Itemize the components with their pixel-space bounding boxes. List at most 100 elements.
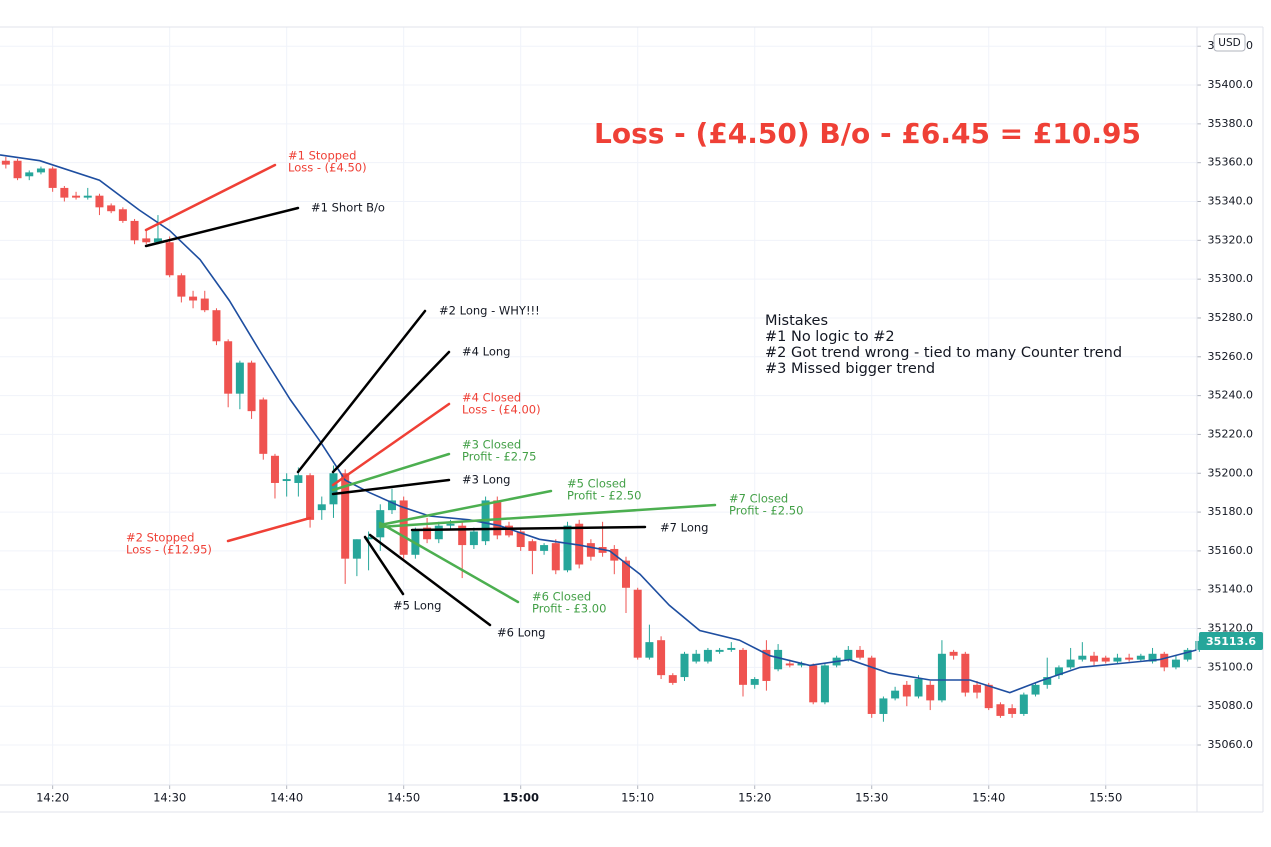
annotation-line — [296, 309, 427, 474]
annotation: Loss - (£4.50) — [288, 161, 367, 175]
candle-body — [703, 649, 712, 662]
annotation: #1 Stopped — [288, 149, 356, 163]
candle-body — [739, 649, 748, 685]
annotation-line — [144, 163, 277, 232]
candle-body — [1031, 684, 1040, 695]
candle-body — [692, 653, 701, 662]
overlay: 35113.6 USD — [1199, 33, 1263, 650]
candle-body — [177, 275, 186, 297]
candle-body — [270, 455, 279, 483]
candle-body — [540, 545, 549, 551]
candle-body — [762, 649, 771, 681]
annotation: Profit - £2.75 — [462, 450, 536, 464]
candle-body — [1113, 657, 1122, 662]
candle-body — [189, 296, 198, 301]
candle-body — [200, 298, 209, 311]
candle-body — [1101, 657, 1110, 662]
x-tick-label: 15:50 — [1089, 791, 1122, 805]
annotation-line — [331, 350, 451, 474]
candle-body — [961, 653, 970, 693]
annotation: Profit - £3.00 — [532, 602, 606, 616]
candle-body — [118, 209, 127, 221]
y-tick-label: 35100.0 — [1208, 660, 1254, 673]
y-tick-label: 35260.0 — [1208, 350, 1254, 363]
annotation-line — [368, 533, 492, 627]
candle-body — [774, 649, 783, 670]
moving-average — [0, 154, 1198, 694]
candle-body — [282, 479, 291, 482]
annotation: Loss - (£12.95) — [126, 543, 212, 557]
annotation-line — [378, 521, 520, 604]
x-tick-label: 15:00 — [502, 791, 539, 805]
notes-line: #3 Missed bigger trend — [765, 361, 935, 377]
candle-body — [60, 187, 69, 198]
y-tick-label: 35080.0 — [1208, 699, 1254, 712]
candle-body — [984, 684, 993, 709]
candle-body — [727, 647, 736, 650]
y-tick-label: 35380.0 — [1208, 117, 1254, 130]
x-tick-label: 15:30 — [855, 791, 888, 805]
candle-body — [563, 525, 572, 571]
y-tick-label: 35220.0 — [1208, 427, 1254, 440]
candle-body — [750, 679, 759, 685]
candle-body — [879, 698, 888, 714]
annotation: #7 Closed — [729, 492, 788, 506]
candle-body — [306, 475, 315, 520]
candle-body — [586, 543, 595, 557]
candle-body — [83, 195, 92, 198]
annotation: #5 Long — [393, 599, 441, 613]
annotation: #6 Long — [497, 626, 545, 640]
candle-body — [224, 341, 233, 394]
annotation: #2 Stopped — [126, 531, 194, 545]
candle-body — [165, 242, 174, 276]
annotation: #3 Long — [462, 473, 510, 487]
y-tick-label: 35360.0 — [1208, 156, 1254, 169]
candle-body — [1008, 708, 1017, 714]
candle-body — [949, 651, 958, 656]
notes-line: #2 Got trend wrong - tied to many Counte… — [765, 345, 1122, 361]
annotation: #6 Closed — [532, 590, 591, 604]
y-tick-label: 35060.0 — [1208, 738, 1254, 751]
candle-body — [294, 475, 303, 483]
candle-body — [902, 684, 911, 697]
candle-body — [25, 172, 34, 177]
y-tick-label: 35320.0 — [1208, 233, 1254, 246]
candle-body — [844, 649, 853, 660]
candle-body — [153, 238, 162, 243]
candle-body — [528, 541, 537, 551]
candle-body — [1171, 659, 1180, 668]
annotation-lines — [144, 163, 717, 627]
candle-body — [1160, 653, 1169, 668]
annotation: #1 Short B/o — [311, 201, 385, 215]
y-tick-label: 35400.0 — [1208, 78, 1254, 91]
grid: 35060.0 35080.0 35100.0 35120.0 35140.0 35160… — [0, 27, 1253, 805]
annotation-line — [331, 478, 451, 496]
annotation-texts: #1 Stopped Loss - (£4.50) #1 Short B/o #… — [126, 117, 1141, 640]
candle-body — [973, 684, 982, 693]
y-tick-label: 35200.0 — [1208, 466, 1254, 479]
candle-body — [1136, 655, 1145, 660]
annotation: #4 Long — [462, 345, 510, 359]
candle-body — [645, 642, 654, 658]
x-tick-label: 14:50 — [387, 791, 420, 805]
candle-body — [1078, 655, 1087, 660]
candle-body — [914, 679, 923, 697]
axes — [0, 26, 1264, 813]
y-tick-label: 35340.0 — [1208, 195, 1254, 208]
candle-body — [1043, 677, 1052, 685]
annotation: #4 Closed — [462, 391, 521, 405]
candle-body — [1, 160, 10, 165]
annotation: #7 Long — [660, 521, 708, 535]
candle-body — [458, 525, 467, 546]
annotation: #2 Long - WHY!!! — [439, 304, 540, 318]
candle-body — [235, 362, 244, 394]
candle-body — [797, 663, 806, 666]
candle-body — [107, 205, 116, 212]
annotation: #3 Closed — [462, 438, 521, 452]
candle-body — [469, 531, 478, 546]
annotation-line — [331, 402, 451, 487]
candle-body — [1148, 653, 1157, 662]
candle-body — [317, 504, 326, 511]
y-tick-label: 35160.0 — [1208, 544, 1254, 557]
x-tick-label: 14:30 — [153, 791, 186, 805]
